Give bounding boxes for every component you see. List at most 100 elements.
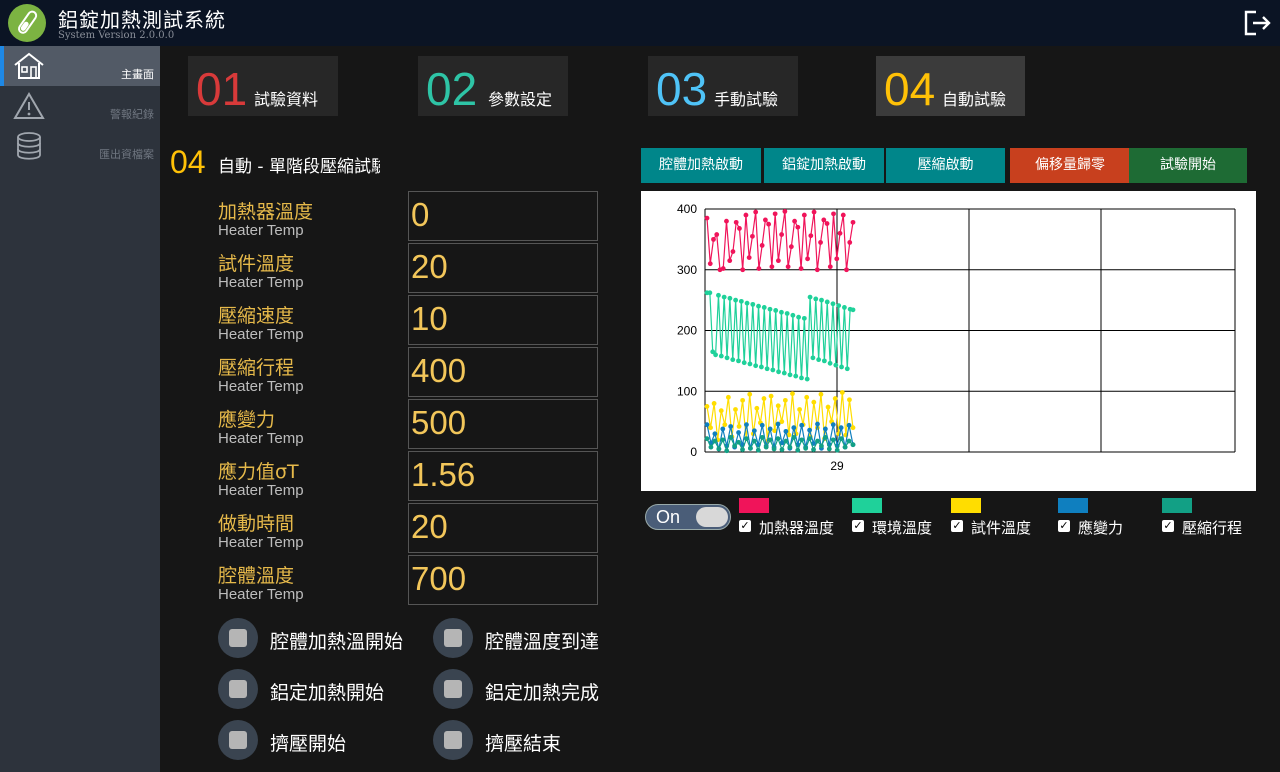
compression-start-button[interactable]: 壓縮啟動 <box>886 148 1005 183</box>
data-point <box>844 267 849 273</box>
action-time-field[interactable]: 20 <box>408 503 598 553</box>
data-point <box>821 358 827 364</box>
tab-parameter-settings[interactable]: 02 參數設定 <box>418 56 568 116</box>
tab-manual-test[interactable]: 03 手動試驗 <box>648 56 798 116</box>
data-point <box>790 312 796 318</box>
data-point <box>832 396 838 401</box>
ingot-heating-start-button[interactable]: 鋁錠加熱啟動 <box>764 148 884 183</box>
data-point <box>730 357 736 363</box>
legend-swatch <box>1162 498 1192 513</box>
data-point <box>711 401 717 406</box>
data-point <box>811 399 817 405</box>
param-label: 應變力 <box>218 409 276 431</box>
y-tick-label: 300 <box>677 263 697 277</box>
data-point <box>846 422 852 428</box>
tab-number: 01 <box>196 63 248 115</box>
checkbox-checked-icon[interactable]: ✓ <box>739 519 751 532</box>
data-point <box>750 301 756 307</box>
data-point <box>798 266 804 271</box>
data-point <box>827 360 833 366</box>
data-point <box>821 217 827 223</box>
sidebar-item-alarm-log[interactable]: 警報紀錄 <box>0 86 160 126</box>
status-label: 擠壓開始 <box>270 733 347 755</box>
data-point <box>801 212 807 218</box>
data-point <box>807 427 812 433</box>
data-point <box>775 403 781 409</box>
legend-swatch <box>739 498 769 513</box>
data-point <box>759 435 765 440</box>
checkbox-checked-icon[interactable]: ✓ <box>1058 519 1070 532</box>
data-point <box>846 438 852 444</box>
data-point <box>795 447 801 453</box>
warning-icon <box>13 92 45 119</box>
data-point <box>730 249 736 254</box>
param-sublabel: Heater Temp <box>218 378 304 395</box>
data-point <box>724 448 730 454</box>
data-point <box>743 212 749 218</box>
data-point <box>826 446 832 452</box>
data-point <box>790 391 795 397</box>
data-point <box>769 264 775 270</box>
data-point <box>807 436 812 442</box>
strain-force-field[interactable]: 500 <box>408 399 598 449</box>
data-point <box>704 215 710 221</box>
heater-temp-field[interactable]: 0 <box>408 191 598 241</box>
data-point <box>824 299 830 305</box>
data-point <box>768 393 774 399</box>
data-point <box>714 232 720 237</box>
y-tick-label: 100 <box>677 384 697 398</box>
tab-label: 參數設定 <box>488 90 553 109</box>
sidebar-item-home[interactable]: 主畫面 <box>0 46 160 86</box>
data-point <box>741 360 747 366</box>
legend-swatch <box>852 498 882 513</box>
tab-auto-test[interactable]: 04 自動試驗 <box>876 56 1025 116</box>
data-point <box>716 446 722 452</box>
status-indicator <box>218 618 258 658</box>
offset-zero-button[interactable]: 偏移量歸零 <box>1010 148 1130 183</box>
data-point <box>716 292 721 298</box>
sidebar-item-export[interactable]: 匯出資檔案 <box>0 126 160 166</box>
chamber-heating-start-button[interactable]: 腔體加熱啟動 <box>641 148 761 183</box>
data-point <box>736 439 741 445</box>
sidebar-item-label: 匯出資檔案 <box>99 148 154 161</box>
data-point <box>779 419 785 425</box>
checkbox-checked-icon[interactable]: ✓ <box>852 519 864 532</box>
tab-label: 手動試驗 <box>714 90 779 109</box>
compression-stroke-field[interactable]: 400 <box>408 347 598 397</box>
legend-label: 應變力 <box>1078 519 1124 537</box>
data-point <box>793 373 799 379</box>
data-point <box>708 425 713 431</box>
data-point <box>831 211 836 217</box>
data-point <box>814 267 820 273</box>
tab-test-data[interactable]: 01 試驗資料 <box>188 56 338 116</box>
logout-button[interactable] <box>1242 8 1272 38</box>
data-point <box>838 425 844 431</box>
data-point <box>755 447 761 453</box>
checkbox-checked-icon[interactable]: ✓ <box>1162 519 1174 532</box>
toggle-label: On <box>656 507 681 527</box>
status-label: 鋁定加熱開始 <box>270 682 385 704</box>
data-point <box>740 447 745 452</box>
data-point <box>791 435 797 440</box>
data-point <box>748 445 753 451</box>
data-point <box>775 436 781 442</box>
data-point <box>750 233 755 239</box>
data-point <box>787 372 793 378</box>
data-point <box>850 442 856 448</box>
data-point <box>761 305 767 310</box>
test-start-button[interactable]: 試驗開始 <box>1129 148 1247 183</box>
chamber-temp-field[interactable]: 700 <box>408 555 598 605</box>
data-point <box>772 211 778 217</box>
compression-speed-field[interactable]: 10 <box>408 295 598 345</box>
status-indicator <box>218 720 258 760</box>
data-point <box>767 426 773 432</box>
data-point <box>728 424 734 429</box>
data-point <box>792 218 797 224</box>
checkbox-checked-icon[interactable]: ✓ <box>951 519 963 532</box>
series-line <box>706 423 854 450</box>
tab-number: 03 <box>656 63 708 115</box>
stress-value-field[interactable]: 1.56 <box>408 451 598 501</box>
specimen-temp-field[interactable]: 20 <box>408 243 598 293</box>
data-point <box>842 444 848 450</box>
chart-toggle[interactable]: On <box>645 504 731 530</box>
